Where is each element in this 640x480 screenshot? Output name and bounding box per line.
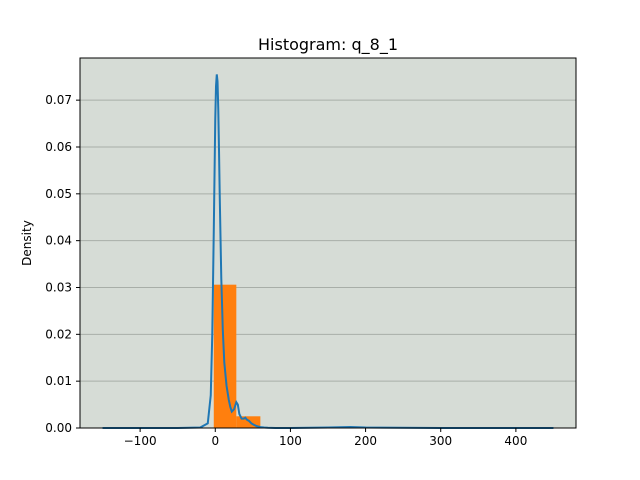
x-tick-label-4: 300	[429, 434, 452, 448]
y-tick-label-0: 0.00	[45, 421, 72, 435]
x-tick-label-3: 200	[354, 434, 377, 448]
grid-lines	[80, 99, 576, 382]
y-axis-label: Density	[20, 220, 34, 266]
plot-area	[80, 58, 576, 428]
y-axis: 0.00 0.01 0.02 0.03 0.04 0.05 0.06 0.07	[45, 93, 80, 435]
histogram-bar-0	[213, 284, 237, 428]
x-tick-label-5: 400	[504, 434, 527, 448]
plot-frame	[79, 57, 577, 429]
chart-title: Histogram: q_8_1	[258, 35, 398, 55]
x-tick-label-1: 0	[211, 434, 219, 448]
y-tick-label-1: 0.01	[45, 374, 72, 388]
y-tick-label-3: 0.03	[45, 280, 72, 294]
y-tick-label-6: 0.06	[45, 140, 72, 154]
y-tick-label-5: 0.05	[45, 187, 72, 201]
y-tick-label-2: 0.02	[45, 327, 72, 341]
x-tick-label-0: −100	[124, 434, 157, 448]
y-tick-label-4: 0.04	[45, 234, 72, 248]
x-axis: −100 0 100 200 300 400	[124, 428, 527, 448]
y-tick-label-7: 0.07	[45, 93, 72, 107]
x-tick-label-2: 100	[279, 434, 302, 448]
histogram-bar-1	[236, 416, 261, 428]
